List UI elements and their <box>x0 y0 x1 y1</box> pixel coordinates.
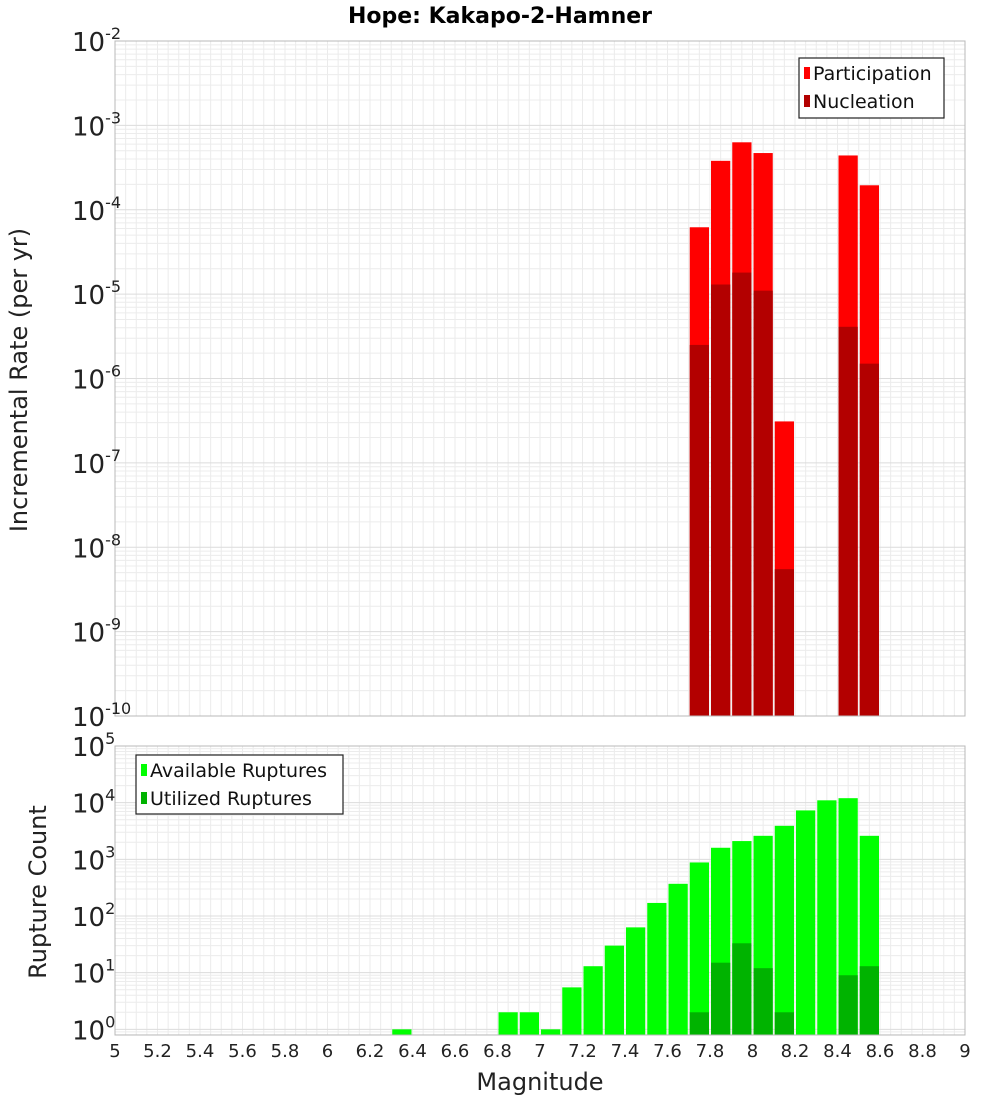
y-tick-label: 10-9 <box>72 615 121 649</box>
x-tick-label: 7.2 <box>568 1041 597 1062</box>
legend: Available Ruptures Utilized Ruptures <box>135 754 344 815</box>
bar <box>711 962 731 1035</box>
legend-swatch <box>141 792 147 804</box>
y-tick-label: 10-7 <box>72 446 121 480</box>
x-tick-label: 5.8 <box>271 1041 300 1062</box>
y-tick-label: 10-5 <box>72 277 121 311</box>
bar <box>498 1012 518 1035</box>
x-tick-label: 6.8 <box>483 1041 512 1062</box>
y-tick-label: 102 <box>72 899 115 933</box>
bar <box>859 363 879 716</box>
y-tick-label: 100 <box>72 1012 115 1046</box>
x-axis-label: Magnitude <box>476 1068 603 1096</box>
y-tick-label: 10-10 <box>72 699 131 733</box>
x-tick-label: 8.2 <box>781 1041 810 1062</box>
legend-box <box>798 57 945 119</box>
bar <box>711 284 731 716</box>
bar <box>647 902 667 1035</box>
bar <box>689 1012 709 1035</box>
x-tick-label: 6.4 <box>398 1041 427 1062</box>
bar <box>604 945 624 1035</box>
y-tick-label: 104 <box>72 786 115 820</box>
bar <box>796 810 816 1035</box>
bar <box>838 326 858 716</box>
x-tick-label: 8.8 <box>908 1041 937 1062</box>
y-tick-label: 105 <box>72 729 115 763</box>
x-tick-label: 8 <box>747 1041 758 1062</box>
bar <box>562 987 582 1035</box>
x-tick-label: 5.2 <box>143 1041 172 1062</box>
rate-y-axis-label: Incremental Rate (per yr) <box>5 228 33 532</box>
x-tick-label: 7.6 <box>653 1041 682 1062</box>
count-y-axis-label: Rupture Count <box>24 805 52 979</box>
legend-swatch <box>141 764 147 776</box>
legend-swatch <box>804 67 810 79</box>
bar <box>668 883 688 1035</box>
y-tick-label: 10-2 <box>72 24 121 58</box>
x-tick-label: 7.8 <box>696 1041 725 1062</box>
legend-label: Utilized Ruptures <box>150 788 312 810</box>
bar <box>817 800 837 1035</box>
legend-label: Nucleation <box>813 91 915 113</box>
x-tick-label: 7.4 <box>611 1041 640 1062</box>
bar <box>753 290 773 716</box>
bar <box>519 1012 539 1035</box>
x-tick-label: 6 <box>322 1041 333 1062</box>
y-tick-label: 10-3 <box>72 108 121 142</box>
bar <box>689 344 709 716</box>
legend-label: Participation <box>813 63 932 85</box>
plot-frame <box>114 40 966 717</box>
y-tick-label: 10-8 <box>72 530 121 564</box>
series-nucleation <box>689 272 879 716</box>
bar <box>774 825 794 1035</box>
y-tick-label: 10-4 <box>72 193 121 227</box>
chart-title: Hope: Kakapo-2-Hamner <box>348 4 652 29</box>
x-tick-label: 6.2 <box>356 1041 385 1062</box>
bar <box>583 966 603 1035</box>
bar <box>626 927 646 1035</box>
legend-box <box>135 754 344 815</box>
x-tick-label: 7 <box>534 1041 545 1062</box>
legend: Participation Nucleation <box>798 57 945 119</box>
x-tick-label: 6.6 <box>441 1041 470 1062</box>
plot-frame <box>114 745 966 1036</box>
bar <box>541 1029 561 1035</box>
x-tick-label: 8.4 <box>823 1041 852 1062</box>
legend-swatch <box>804 95 810 107</box>
bar <box>774 1012 794 1035</box>
x-tick-label: 8.6 <box>866 1041 895 1062</box>
y-tick-label: 101 <box>72 956 115 990</box>
bar <box>689 862 709 1035</box>
bar <box>838 975 858 1035</box>
bar <box>732 943 752 1035</box>
count-panel: 105 104 103 102 101 100 Available Ruptures Util… <box>72 729 966 1046</box>
x-tick-label: 5.6 <box>228 1041 257 1062</box>
bar <box>753 968 773 1035</box>
x-axis-ticks: 5 5.2 5.4 5.6 5.8 6 6.2 6.4 6.6 6.8 7 7.2 7.4 7.6 7.8 8… <box>109 1041 970 1062</box>
x-tick-label: 9 <box>959 1041 970 1062</box>
y-tick-label: 10-6 <box>72 362 121 396</box>
bar <box>392 1029 412 1035</box>
bar <box>859 966 879 1035</box>
x-tick-label: 5 <box>109 1041 120 1062</box>
bar <box>732 272 752 716</box>
rate-panel: 10-2 10-3 10-4 10-5 10-6 10-7 10-8 10-9 10-10 Par… <box>72 24 966 733</box>
series-utilized-ruptures <box>689 943 879 1035</box>
bar <box>774 569 794 716</box>
legend-label: Available Ruptures <box>150 760 327 782</box>
y-tick-label: 103 <box>72 842 115 876</box>
x-tick-label: 5.4 <box>186 1041 215 1062</box>
